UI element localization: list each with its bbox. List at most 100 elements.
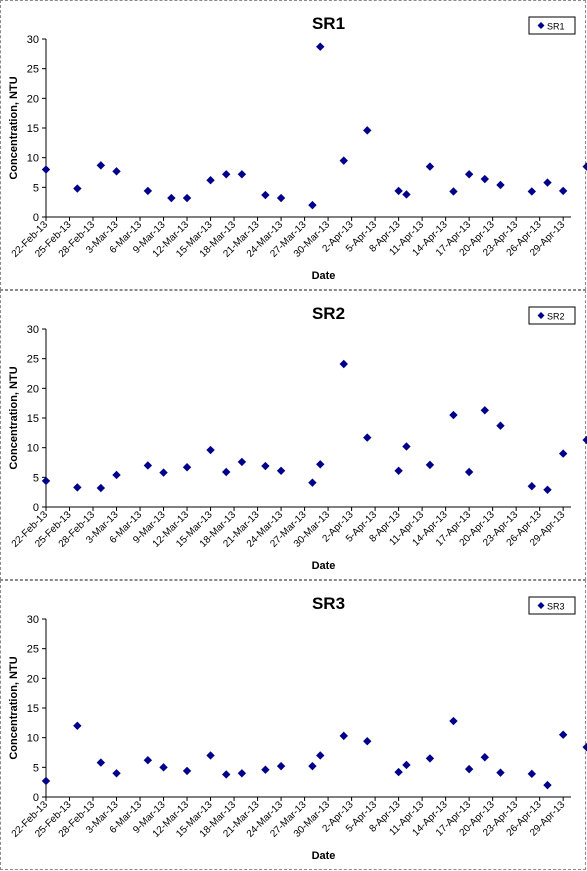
y-tick-label: 5 [33, 472, 39, 484]
data-point [363, 737, 372, 746]
data-point [276, 761, 286, 771]
data-point [582, 162, 587, 171]
data-point [143, 461, 153, 470]
data-point [222, 170, 231, 179]
y-tick-label: 10 [27, 153, 39, 165]
data-point [363, 433, 372, 442]
y-tick-label: 10 [27, 443, 39, 455]
y-tick-label: 5 [33, 762, 39, 774]
y-tick-label: 15 [27, 703, 39, 715]
y-tick-label: 10 [27, 733, 39, 745]
chart-panel-sr3: SR3 0 5 10 15 20 25 30 22-Feb-13 25-Feb-13 28-Feb-… [0, 580, 587, 870]
data-point [480, 753, 490, 762]
data-point [496, 768, 505, 777]
data-point [182, 463, 192, 472]
data-point [237, 457, 247, 467]
x-axis-label: Date [312, 850, 336, 862]
data-point [308, 761, 317, 771]
data-point [394, 767, 403, 777]
data-point [143, 186, 153, 196]
data-point [582, 742, 587, 752]
data-point [206, 445, 215, 455]
legend-label: SR1 [547, 22, 565, 32]
data-point [261, 765, 270, 774]
data-point [237, 170, 247, 179]
data-point [402, 442, 411, 451]
chart-title: SR2 [312, 304, 345, 323]
data-point [558, 186, 568, 196]
data-point [112, 470, 121, 480]
data-point [41, 476, 51, 486]
data-point [308, 200, 317, 210]
legend-marker [537, 602, 545, 609]
legend-label: SR3 [547, 602, 565, 612]
y-tick-label: 0 [33, 502, 39, 514]
y-tick-label: 25 [27, 644, 39, 656]
data-point [527, 187, 537, 196]
data-point [222, 770, 231, 779]
data-point [480, 174, 490, 184]
legend: SR1 [528, 16, 576, 35]
data-point [276, 466, 286, 476]
y-tick-label: 0 [33, 212, 39, 224]
data-point [464, 467, 474, 477]
data-point [316, 42, 325, 51]
y-tick-label: 20 [27, 93, 39, 105]
data-point [316, 751, 325, 760]
data-point [261, 461, 270, 471]
legend-label: SR2 [547, 312, 565, 322]
data-point [261, 190, 270, 200]
data-point [41, 165, 51, 174]
data-point [496, 421, 505, 430]
legend-box [528, 596, 576, 615]
data-point [73, 184, 82, 193]
data-point [558, 449, 568, 458]
data-point [339, 156, 348, 165]
data-point [527, 482, 537, 491]
data-point [339, 359, 348, 369]
chart-svg-sr3: SR305101520253022-Feb-1325-Feb-1328-Feb-… [8, 594, 587, 862]
chart-svg-sr1: SR105101520253022-Feb-1325-Feb-1328-Feb-… [8, 14, 587, 282]
data-point [464, 170, 474, 179]
data-point [206, 176, 215, 185]
data-point [402, 190, 411, 199]
data-point [543, 485, 552, 494]
y-tick-label: 15 [27, 413, 39, 425]
data-point [425, 162, 435, 171]
chart-title: SR3 [312, 594, 345, 613]
data-point [394, 186, 403, 196]
y-tick-label: 20 [27, 383, 39, 395]
legend-marker [537, 22, 545, 29]
y-tick-label: 0 [33, 792, 39, 804]
legend-marker [537, 312, 545, 319]
data-point [276, 193, 286, 203]
y-tick-label: 5 [33, 182, 39, 194]
data-point [73, 483, 82, 492]
y-tick-label: 20 [27, 673, 39, 685]
y-tick-label: 30 [27, 34, 39, 46]
data-point [402, 760, 411, 770]
data-point [182, 193, 192, 203]
y-tick-label: 30 [27, 324, 39, 336]
legend-box [528, 306, 576, 325]
y-tick-label: 25 [27, 64, 39, 76]
data-point [182, 766, 192, 776]
data-point [159, 468, 168, 477]
data-point [167, 193, 176, 203]
data-point [543, 780, 552, 790]
data-point [527, 769, 537, 779]
data-point [363, 126, 372, 135]
data-point [496, 180, 505, 190]
chart-panel-sr1: SR1 0 5 10 15 20 25 30 22-Feb-13 25-Feb-13 28-Feb-… [0, 0, 587, 290]
data-point [449, 410, 458, 420]
data-point [41, 776, 51, 786]
legend: SR2 [528, 306, 576, 325]
chart-title: SR1 [312, 14, 345, 33]
y-tick-label: 15 [27, 123, 39, 135]
data-point [558, 730, 568, 739]
x-axis-label: Date [312, 270, 336, 282]
data-point [425, 754, 435, 763]
data-point [237, 769, 247, 778]
data-point [206, 751, 215, 760]
data-point [449, 716, 458, 726]
